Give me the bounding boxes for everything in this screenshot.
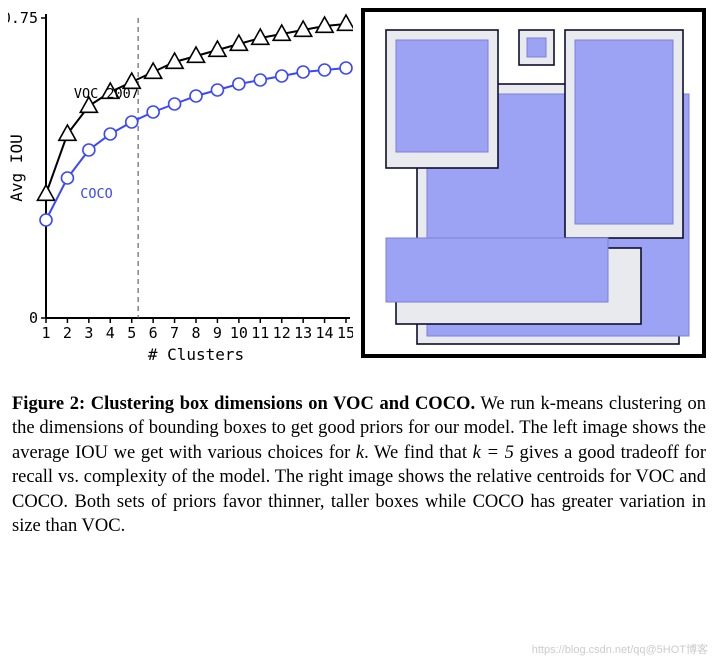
caption-text-b: . We find that [364, 443, 473, 463]
svg-text:10: 10 [230, 324, 248, 342]
svg-text:1: 1 [41, 324, 50, 342]
svg-text:0: 0 [29, 309, 38, 327]
caption-k: k [356, 443, 364, 463]
svg-text:# Clusters: # Clusters [148, 345, 244, 364]
svg-text:11: 11 [251, 324, 269, 342]
svg-text:Avg IOU: Avg IOU [8, 134, 26, 201]
figure-caption: Figure 2: Clustering box dimensions on V… [8, 392, 710, 538]
anchor-boxes-diagram [361, 8, 706, 363]
svg-text:3: 3 [84, 324, 93, 342]
svg-text:12: 12 [273, 324, 291, 342]
caption-bold: Clustering box dimensions on VOC and COC… [91, 394, 475, 414]
svg-text:15: 15 [337, 324, 353, 342]
svg-text:9: 9 [213, 324, 222, 342]
watermark: https://blog.csdn.net/qq@5HOT博客 [532, 641, 708, 657]
svg-text:7: 7 [170, 324, 179, 342]
svg-text:5: 5 [127, 324, 136, 342]
svg-text:COCO: COCO [80, 186, 113, 202]
caption-eq: k = 5 [473, 443, 514, 463]
svg-text:6: 6 [149, 324, 158, 342]
figure-label: Figure 2: [12, 394, 85, 414]
boxes-svg [361, 8, 706, 358]
svg-text:2: 2 [63, 324, 72, 342]
iou-chart: 00.75123456789101112131415# ClustersAvg … [8, 8, 353, 378]
svg-text:8: 8 [191, 324, 200, 342]
svg-text:4: 4 [106, 324, 115, 342]
svg-text:0.75: 0.75 [8, 9, 38, 27]
svg-text:VOC 2007: VOC 2007 [74, 86, 139, 102]
figure-row: 00.75123456789101112131415# ClustersAvg … [8, 8, 710, 378]
svg-text:13: 13 [294, 324, 312, 342]
chart-svg: 00.75123456789101112131415# ClustersAvg … [8, 8, 353, 373]
svg-text:14: 14 [316, 324, 334, 342]
